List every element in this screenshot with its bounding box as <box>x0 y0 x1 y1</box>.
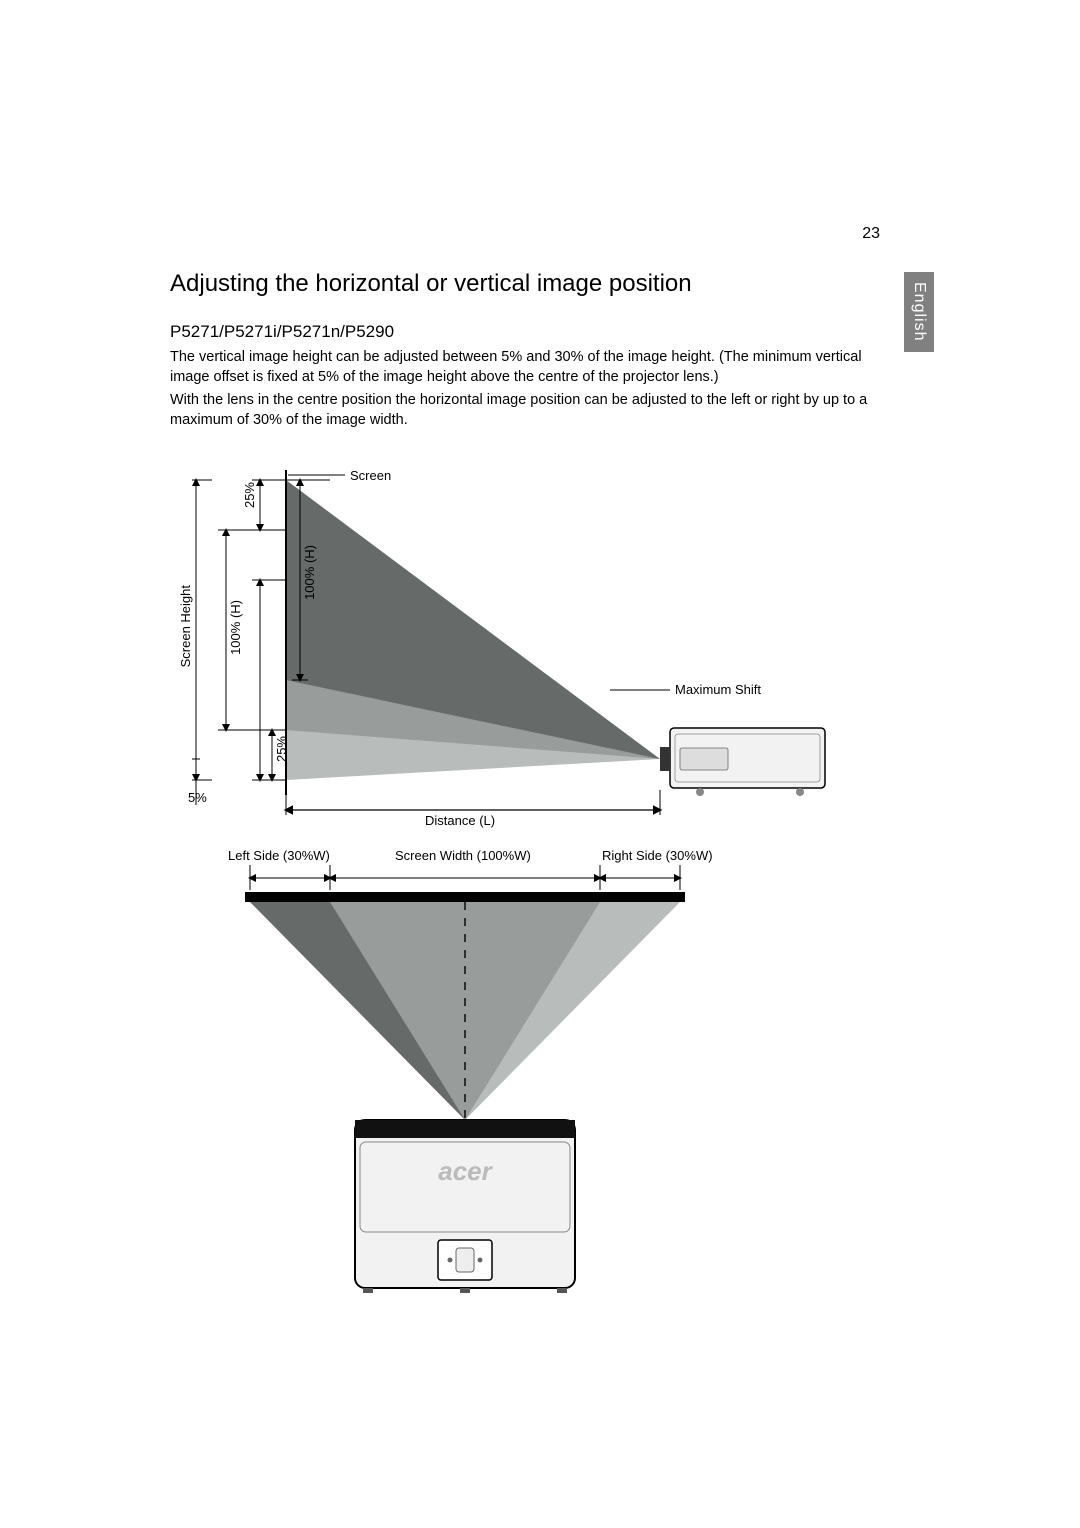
label-5pct: 5% <box>188 790 207 805</box>
label-right-side: Right Side (30%W) <box>602 848 713 863</box>
label-25-bottom: 25% <box>274 736 289 762</box>
model-heading: P5271/P5271i/P5271n/P5290 <box>170 322 890 342</box>
projector-top: acer <box>355 1120 575 1293</box>
width-arrows <box>250 865 680 890</box>
label-100h-left: 100% (H) <box>228 600 243 655</box>
svg-text:acer: acer <box>438 1156 493 1186</box>
page-title: Adjusting the horizontal or vertical ima… <box>170 270 890 298</box>
label-screen-height: Screen Height <box>178 585 193 667</box>
label-left-side: Left Side (30%W) <box>228 848 330 863</box>
manual-page: 23 English Adjusting the horizontal or v… <box>170 230 890 1310</box>
language-tab: English <box>904 272 934 352</box>
paragraph-1: The vertical image height can be adjuste… <box>170 348 890 387</box>
top-view-svg: acer <box>170 850 890 1310</box>
label-25-top: 25% <box>242 482 257 508</box>
side-view-svg <box>170 450 890 840</box>
label-screen-width: Screen Width (100%W) <box>395 848 531 863</box>
label-100h-right: 100% (H) <box>302 545 317 600</box>
label-screen: Screen <box>350 468 391 483</box>
page-number: 23 <box>862 225 880 243</box>
label-distance: Distance (L) <box>425 813 495 828</box>
projector-side <box>660 728 825 796</box>
paragraph-2: With the lens in the centre position the… <box>170 391 890 430</box>
lens-shift-diagram: Screen 25% 100% (H) 100% (H) Screen Heig… <box>170 450 890 1310</box>
label-max-shift: Maximum Shift <box>675 682 761 697</box>
